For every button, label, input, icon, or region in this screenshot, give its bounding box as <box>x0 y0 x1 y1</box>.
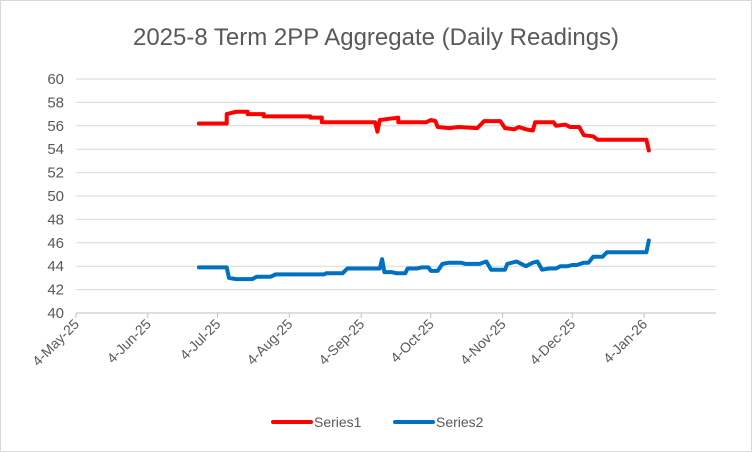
y-tick-label: 58 <box>47 94 64 111</box>
y-tick-label: 56 <box>47 118 64 135</box>
x-tick-label: 4-Nov-25 <box>457 316 509 368</box>
x-tick-label: 4-Jul-25 <box>176 316 223 363</box>
x-tick-label: 4-May-25 <box>29 316 82 369</box>
y-tick-label: 52 <box>47 165 64 182</box>
y-tick-label: 48 <box>47 211 64 228</box>
gridlines <box>76 78 716 314</box>
x-tick-label: 4-Aug-25 <box>243 316 295 368</box>
x-tick-label: 4-Jan-26 <box>600 316 651 367</box>
legend-label-series2: Series2 <box>436 414 484 430</box>
y-tick-label: 42 <box>47 282 64 299</box>
y-axis-ticks: 40 42 44 46 48 50 52 54 56 58 60 <box>47 71 64 322</box>
y-tick-label: 60 <box>47 71 64 88</box>
series-line-series1 <box>196 109 651 153</box>
x-tick-label: 4-Dec-25 <box>526 316 578 368</box>
series-lines <box>196 109 651 282</box>
legend-label-series1: Series1 <box>314 414 362 430</box>
chart-title: 2025-8 Term 2PP Aggregate (Daily Reading… <box>133 24 619 51</box>
legend: Series1 Series2 <box>271 414 484 430</box>
y-tick-label: 50 <box>47 188 64 205</box>
y-tick-label: 54 <box>47 141 64 158</box>
y-tick-label: 44 <box>47 258 64 275</box>
x-tick-label: 4-Sep-25 <box>315 316 367 368</box>
x-axis-ticks: 4-May-25 4-Jun-25 4-Jul-25 4-Aug-25 4-Sep-25… <box>29 313 650 369</box>
y-tick-label: 46 <box>47 235 64 252</box>
x-tick-label: 4-Jun-25 <box>104 316 155 367</box>
series-line-series2 <box>196 238 651 282</box>
y-tick-label: 40 <box>47 305 64 322</box>
x-tick-label: 4-Oct-25 <box>387 316 437 366</box>
